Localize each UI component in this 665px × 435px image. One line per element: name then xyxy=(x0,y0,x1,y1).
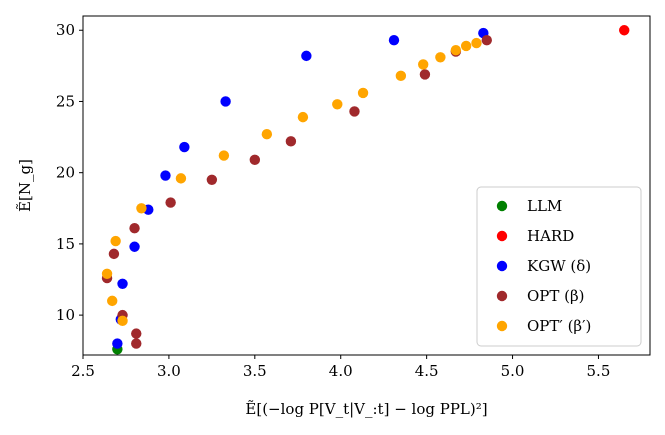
legend-marker-kgw xyxy=(496,260,508,272)
x-axis-label: Ẽ[(−log P[V_t|V_:t] − log PPL)²] xyxy=(245,400,487,418)
point-opt-4 xyxy=(136,203,147,214)
x-tick-label: 5.0 xyxy=(501,362,525,380)
legend-label-hard: HARD xyxy=(527,227,574,245)
point-opt-8 xyxy=(297,111,309,123)
point-kgw-0 xyxy=(112,338,123,349)
legend-items: LLM HARD KGW (δ) OPT (β) OPT′ (β′) xyxy=(496,197,591,335)
point-opt-3 xyxy=(129,223,140,234)
point-opt-12 xyxy=(418,59,429,70)
point-opt-16 xyxy=(471,37,482,49)
point-opt-13 xyxy=(481,35,492,46)
x-tick-label: 5.5 xyxy=(587,362,611,380)
axis-labels: Ẽ[(−log P[V_t|V_:t] − log PPL)²] Ẽ[N_g] xyxy=(16,159,488,418)
legend-box xyxy=(476,186,642,347)
points-layer xyxy=(101,25,630,355)
plot-frame xyxy=(82,15,651,356)
point-kgw-7 xyxy=(220,96,231,107)
point-opt-15 xyxy=(460,40,472,52)
x-tick-label: 4.5 xyxy=(415,362,439,380)
point-opt-5 xyxy=(175,173,187,184)
legend-marker-opt xyxy=(496,290,508,302)
legend-marker-opt xyxy=(496,320,508,332)
point-opt-6 xyxy=(218,150,230,161)
y-tick-label: 25 xyxy=(56,92,75,110)
point-kgw-3 xyxy=(129,241,140,252)
point-opt-9 xyxy=(332,99,343,110)
point-kgw-2 xyxy=(117,278,128,289)
point-hard-0 xyxy=(619,25,630,36)
legend: LLM HARD KGW (δ) OPT (β) OPT′ (β′) xyxy=(476,186,642,347)
legend-label-kgw: KGW (δ) xyxy=(527,257,591,275)
point-opt-1 xyxy=(108,248,120,260)
point-opt-11 xyxy=(419,69,431,80)
point-opt-9 xyxy=(285,136,297,147)
x-tick-label: 3.5 xyxy=(243,362,267,380)
y-tick-label: 30 xyxy=(56,21,75,39)
point-opt-14 xyxy=(450,44,462,56)
x-tick-label: 2.5 xyxy=(71,362,95,380)
point-opt-8 xyxy=(249,154,261,166)
point-kgw-5 xyxy=(160,170,171,181)
legend-marker-hard xyxy=(496,230,508,242)
point-kgw-6 xyxy=(179,141,190,153)
point-opt-13 xyxy=(435,52,446,63)
point-opt-4 xyxy=(131,328,142,339)
y-tick-label: 10 xyxy=(56,306,75,324)
point-opt-1 xyxy=(107,295,118,307)
point-opt-0 xyxy=(101,268,113,280)
point-kgw-8 xyxy=(301,50,312,62)
point-opt-7 xyxy=(206,174,218,185)
y-axis-label: Ẽ[N_g] xyxy=(16,159,34,212)
legend-marker-llm xyxy=(496,200,508,212)
point-opt-11 xyxy=(395,70,407,82)
y-tick-label: 15 xyxy=(56,235,75,253)
point-opt-2 xyxy=(110,235,121,247)
point-kgw-9 xyxy=(388,35,400,46)
x-tick-label: 3.0 xyxy=(157,362,181,380)
point-opt-7 xyxy=(261,129,273,140)
point-opt-10 xyxy=(357,87,369,99)
legend-label-opt: OPT′ (β′) xyxy=(527,317,591,335)
y-tick-label: 20 xyxy=(56,164,75,182)
x-tick-label: 4.0 xyxy=(329,362,353,380)
point-opt-3 xyxy=(117,315,128,327)
ticks-layer: 2.5 3.0 3.5 4.0 4.5 5.0 5.5 10 15 20 25 30 xyxy=(56,21,610,380)
legend-label-llm: LLM xyxy=(527,197,562,215)
legend-label-opt: OPT (β) xyxy=(527,287,585,305)
point-opt-6 xyxy=(165,197,176,208)
point-opt-10 xyxy=(349,106,360,117)
point-opt-5 xyxy=(131,338,142,349)
